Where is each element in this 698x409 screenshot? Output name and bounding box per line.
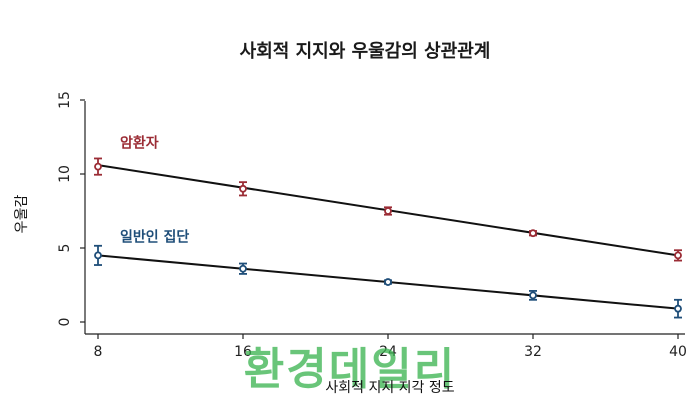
series-cancer-patients: 암환자 [94,135,682,262]
y-tick-label: 0 [57,318,73,327]
x-tick-label: 40 [669,344,687,360]
data-point [529,229,537,238]
data-point [239,184,247,193]
series-label: 일반인 집단 [120,228,189,245]
x-axis-ticks: 8 16 24 32 40 [94,334,687,360]
data-point [94,162,102,171]
x-tick-label: 8 [94,344,103,360]
data-point [529,291,537,300]
data-point [94,251,102,260]
data-point [674,304,682,313]
y-tick-label: 5 [57,244,73,253]
y-axis-ticks: 0 5 10 15 [57,91,85,326]
x-tick-label: 16 [234,344,252,360]
y-axis-label: 우울감 [14,195,30,234]
y-tick-label: 15 [57,91,73,109]
series-general-group: 일반인 집단 [94,228,682,319]
chart-title: 사회적 지지와 우울감의 상관관계 [240,41,491,62]
series-label: 암환자 [120,135,159,152]
watermark: 환경데일리 [244,344,456,395]
data-point [384,207,392,215]
data-point [384,278,392,286]
x-axis-label: 사회적 지지 지각 정도 [325,380,454,396]
y-tick-label: 10 [57,165,73,183]
data-point [239,264,247,273]
x-tick-label: 24 [379,344,397,360]
x-tick-label: 32 [524,344,542,360]
data-point [674,251,682,260]
